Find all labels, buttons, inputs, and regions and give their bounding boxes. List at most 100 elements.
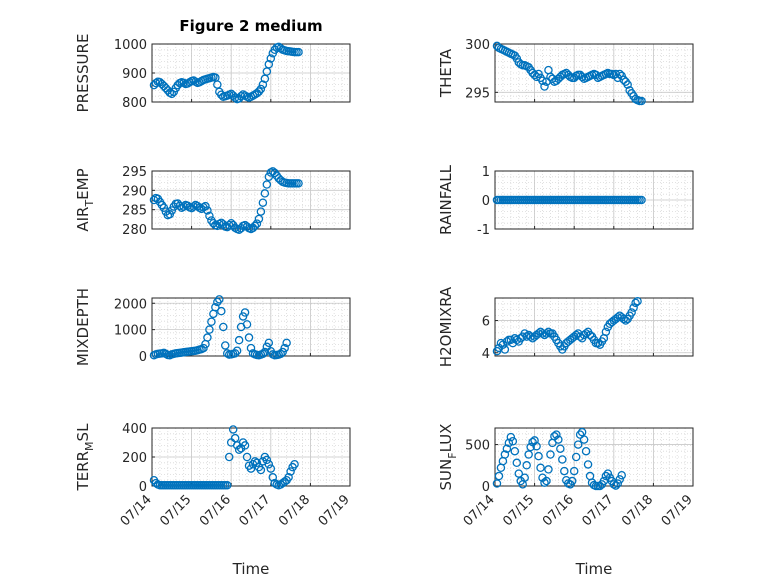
subplot-4: -1 0 1 RAINFALL bbox=[437, 164, 694, 238]
data-point bbox=[252, 219, 262, 228]
data-point bbox=[603, 469, 613, 478]
data-point bbox=[577, 427, 587, 437]
subplot-5: 0 1000 2000 MIXDEPTH bbox=[74, 288, 351, 366]
data-point bbox=[538, 329, 547, 338]
data-point bbox=[264, 172, 274, 182]
y-tick-label: 0 bbox=[482, 194, 490, 209]
x-tick-label: 07/17 bbox=[237, 492, 274, 529]
y-tick-label: 300 bbox=[465, 38, 490, 53]
data-point bbox=[205, 325, 214, 334]
data-point bbox=[282, 338, 291, 348]
data-point bbox=[637, 96, 646, 106]
data-point bbox=[530, 436, 539, 445]
data-point bbox=[496, 338, 506, 348]
data-point bbox=[264, 459, 274, 469]
subplot-8: 0 500 07/14 07/15 07/16 07/17 07/18 07/19 SUNFLU… bbox=[437, 424, 696, 530]
data-point bbox=[544, 465, 553, 474]
x-tick-label: 07/16 bbox=[540, 492, 577, 529]
y-tick-label: 1000 bbox=[114, 38, 147, 53]
data-point bbox=[560, 466, 569, 476]
data-point bbox=[238, 312, 248, 321]
data-point bbox=[224, 452, 234, 462]
data-point bbox=[266, 54, 276, 63]
y-tick-label: 500 bbox=[465, 439, 490, 454]
x-tick-label: 07/15 bbox=[500, 492, 537, 529]
y-tick-label: 295 bbox=[122, 165, 147, 180]
data-point bbox=[240, 441, 250, 450]
data-point bbox=[601, 327, 611, 337]
data-point bbox=[149, 195, 159, 205]
data-point bbox=[532, 441, 541, 451]
data-point bbox=[627, 308, 636, 317]
data-point bbox=[534, 329, 543, 338]
data-point bbox=[522, 332, 531, 341]
x-tick-label: 07/16 bbox=[197, 492, 234, 529]
data-point bbox=[552, 430, 561, 439]
data-point bbox=[294, 47, 303, 57]
data-point bbox=[534, 451, 543, 461]
data-point bbox=[613, 479, 623, 488]
data-point bbox=[211, 302, 220, 312]
data-point bbox=[526, 332, 535, 341]
data-point bbox=[581, 446, 591, 456]
data-point bbox=[567, 476, 577, 486]
data-point bbox=[623, 80, 632, 89]
data-point bbox=[217, 90, 226, 100]
y-tick-label: -1 bbox=[477, 223, 490, 238]
data-point bbox=[554, 435, 563, 444]
data-point bbox=[217, 306, 226, 316]
data-point bbox=[601, 471, 611, 481]
y-tick-label: 2000 bbox=[114, 297, 147, 312]
data-point bbox=[203, 333, 212, 342]
data-point bbox=[573, 440, 583, 449]
data-point bbox=[260, 347, 270, 357]
data-point bbox=[230, 93, 240, 102]
data-point bbox=[246, 343, 256, 353]
data-point bbox=[629, 303, 638, 312]
data-point bbox=[583, 460, 593, 469]
data-point bbox=[234, 335, 244, 345]
data-point bbox=[222, 349, 232, 358]
data-point bbox=[504, 438, 514, 448]
data-point bbox=[236, 91, 246, 101]
data-point bbox=[276, 349, 285, 359]
data-point bbox=[258, 198, 268, 207]
axes-box bbox=[494, 43, 694, 103]
y-tick-label: 0 bbox=[139, 350, 147, 365]
data-point bbox=[246, 464, 256, 473]
data-point bbox=[252, 458, 262, 468]
x-tick-label: 07/19 bbox=[316, 492, 353, 529]
y-axis-label: AIRTEMP bbox=[74, 168, 96, 231]
data-point bbox=[512, 458, 522, 468]
data-point bbox=[593, 338, 603, 348]
y-axis-label: THETA bbox=[437, 48, 455, 98]
subplot-2: 295 300 THETA bbox=[437, 38, 694, 106]
data-point bbox=[262, 455, 272, 465]
data-point bbox=[542, 329, 551, 338]
data-point bbox=[205, 211, 214, 221]
axes-box bbox=[151, 170, 351, 230]
subplot-6: 4 6 H2OMIXRA bbox=[437, 286, 694, 367]
data-point bbox=[260, 189, 270, 198]
data-point bbox=[254, 87, 264, 96]
data-point bbox=[540, 478, 549, 487]
y-axis-label: RAINFALL bbox=[437, 164, 455, 235]
data-point bbox=[500, 450, 510, 459]
data-point bbox=[611, 481, 621, 490]
y-axis-label: MIXDEPTH bbox=[74, 288, 92, 366]
data-point bbox=[500, 345, 510, 354]
data-point bbox=[609, 480, 619, 489]
data-point bbox=[633, 296, 642, 306]
data-point bbox=[250, 457, 260, 466]
data-point bbox=[240, 308, 250, 317]
data-point bbox=[242, 320, 252, 329]
data-point bbox=[522, 461, 531, 470]
data-point bbox=[520, 473, 529, 482]
y-tick-label: 1000 bbox=[114, 324, 147, 339]
x-axis-label-right: Time bbox=[575, 560, 613, 578]
y-axis-label: TERRMSL bbox=[74, 423, 96, 492]
subplot-3: 280 285 290 295 AIRTEMP bbox=[74, 165, 351, 238]
data-point bbox=[256, 465, 266, 475]
data-point bbox=[558, 455, 567, 464]
data-point bbox=[262, 180, 272, 189]
